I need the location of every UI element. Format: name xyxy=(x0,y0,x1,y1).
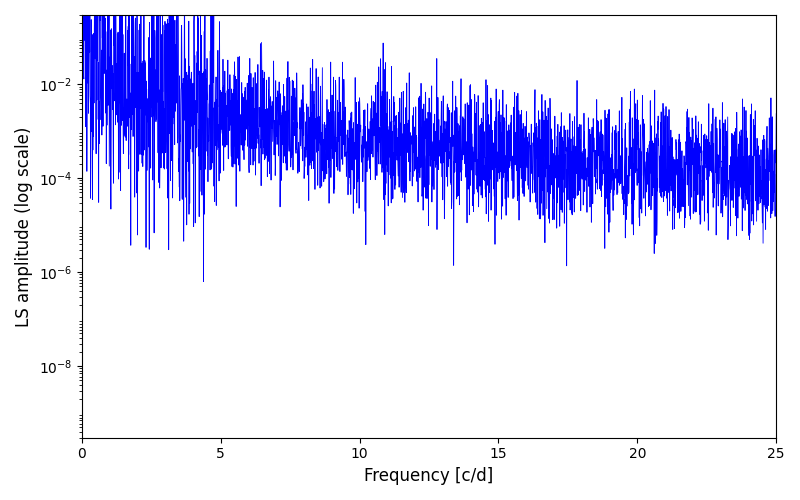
X-axis label: Frequency [c/d]: Frequency [c/d] xyxy=(364,467,494,485)
Y-axis label: LS amplitude (log scale): LS amplitude (log scale) xyxy=(15,126,33,326)
